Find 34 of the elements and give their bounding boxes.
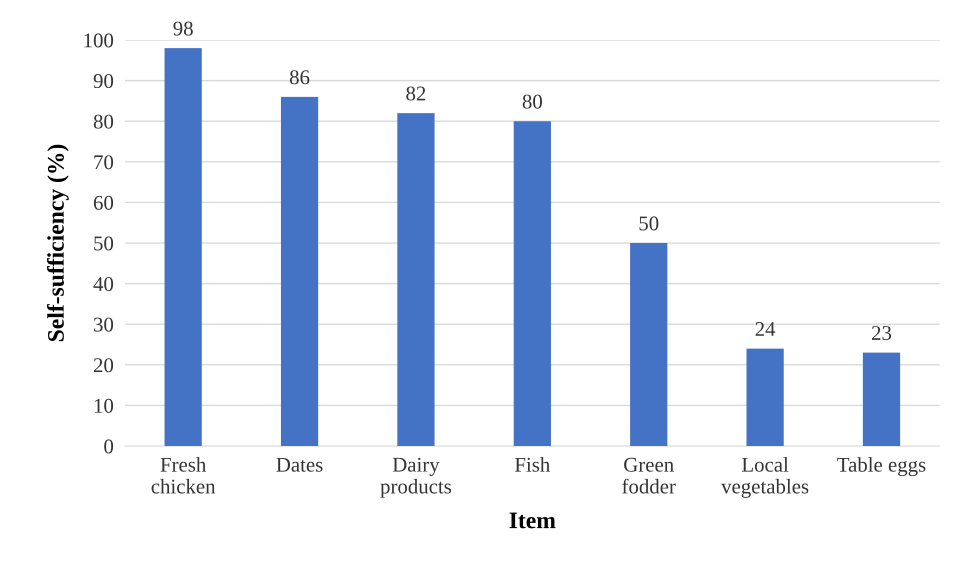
x-axis-title: Item: [510, 512, 556, 528]
y-tick-label: 30: [94, 318, 114, 332]
bar: [164, 48, 202, 446]
data-label: 23: [872, 326, 892, 340]
bar: [280, 96, 318, 446]
y-tick-label: 0: [104, 439, 114, 454]
data-label: 98: [173, 22, 193, 36]
y-tick-label: 80: [94, 114, 114, 129]
y-tick-label: 70: [94, 155, 114, 170]
data-label: 86: [290, 70, 310, 84]
data-label: 80: [522, 94, 542, 109]
y-tick-label: 40: [93, 276, 114, 292]
data-label: 24: [756, 322, 776, 336]
y-tick-label: 50: [94, 236, 114, 250]
bar: [514, 121, 551, 446]
x-tick-label: Fresh chicken: [152, 457, 216, 494]
data-label: 50: [640, 216, 658, 230]
x-tick-label: Dates: [276, 458, 323, 472]
y-axis-title: Self-sufficiency (%): [47, 144, 69, 342]
data-label: 82: [406, 86, 426, 101]
bar: [397, 113, 435, 446]
y-tick-label: 100: [84, 33, 114, 48]
bar: [630, 243, 668, 446]
x-tick-label: Green fodder: [622, 458, 676, 494]
y-tick-label: 20: [94, 358, 114, 372]
x-tick-label: Table eggs: [837, 457, 926, 476]
y-tick-label: 10: [94, 398, 114, 413]
y-tick-label: 60: [94, 196, 114, 210]
x-tick-label: Fish: [514, 457, 550, 472]
bar: [746, 348, 784, 446]
bar: [862, 352, 900, 446]
x-tick-label: Dairy products: [380, 458, 452, 498]
x-tick-label: Local vegetables: [721, 457, 808, 498]
y-tick-label: 90: [94, 74, 114, 88]
